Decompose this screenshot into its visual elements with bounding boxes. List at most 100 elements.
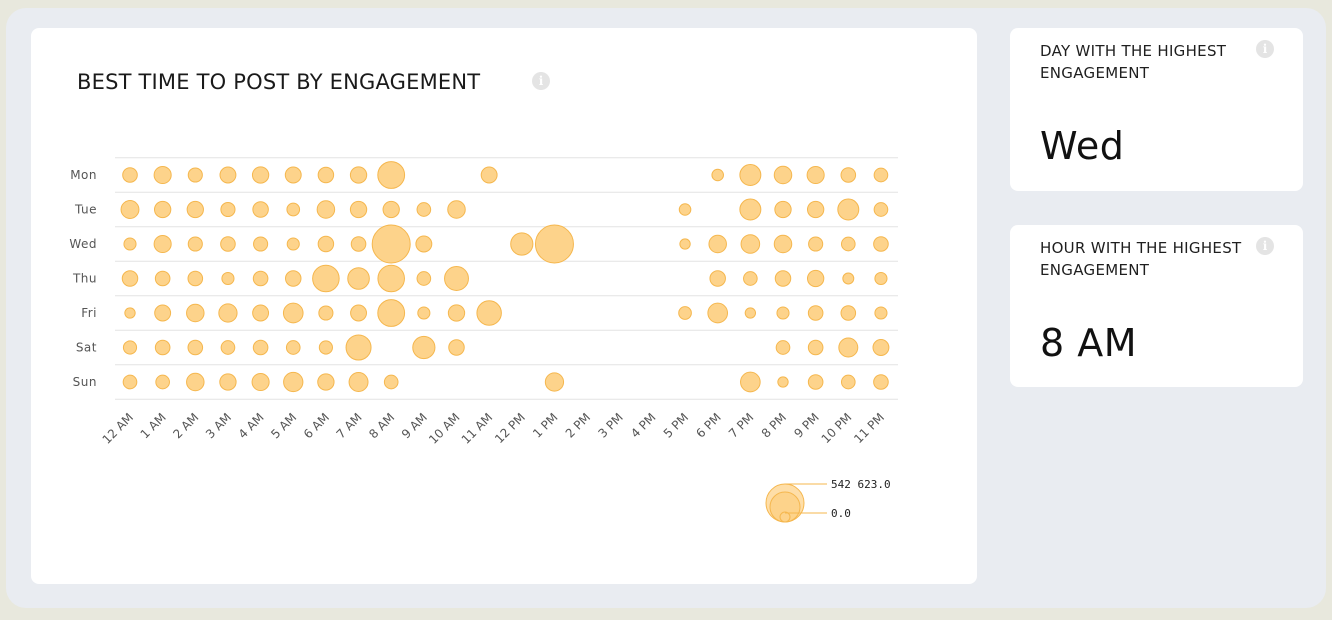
bubble <box>447 304 466 322</box>
bubble <box>448 339 465 356</box>
x-tick-label: 7 PM <box>726 410 756 440</box>
x-tick-label: 11 PM <box>851 410 887 446</box>
bubble <box>708 234 727 254</box>
x-tick-label: 8 PM <box>759 410 789 440</box>
bubble <box>187 339 204 356</box>
bubble <box>447 200 466 219</box>
y-tick-label: Fri <box>81 306 97 320</box>
bubble <box>153 200 172 219</box>
bubble <box>348 372 369 392</box>
bubble <box>221 271 235 286</box>
chart-title: BEST TIME TO POST BY ENGAGEMENT <box>77 70 481 94</box>
x-tick-label: 8 AM <box>366 410 397 441</box>
bubble <box>740 234 761 254</box>
info-icon[interactable]: i <box>1256 237 1274 255</box>
bubble <box>679 238 691 250</box>
x-tick-label: 10 AM <box>426 410 463 447</box>
bubble <box>253 236 269 252</box>
bubble <box>350 236 367 252</box>
bubble <box>808 236 824 252</box>
bubble <box>773 165 793 185</box>
engagement-chart-card: BEST TIME TO POST BY ENGAGEMENT i <box>31 28 977 584</box>
bubble <box>873 167 889 183</box>
x-tick-label: 4 PM <box>628 410 658 440</box>
bubble <box>534 224 574 264</box>
x-tick-label: 5 PM <box>661 410 691 440</box>
bubble <box>350 304 367 322</box>
bubble <box>312 264 340 293</box>
x-tick-label: 11 AM <box>459 410 496 447</box>
bubble <box>807 305 824 321</box>
bubble <box>480 166 498 184</box>
bubble <box>873 374 889 390</box>
bubble <box>220 201 236 218</box>
x-tick-label: 6 PM <box>693 410 723 440</box>
bubble <box>806 269 825 288</box>
bubble <box>252 339 269 356</box>
bubble <box>743 271 758 286</box>
bubble <box>371 224 411 264</box>
y-tick-label: Thu <box>72 272 97 286</box>
x-tick-label: 3 AM <box>203 410 234 441</box>
bubble <box>838 337 859 358</box>
x-tick-label: 6 AM <box>301 410 332 441</box>
bubble <box>317 235 335 253</box>
bubble <box>317 373 335 391</box>
bubble <box>744 307 757 319</box>
bubble <box>120 200 140 219</box>
bubble <box>122 340 138 355</box>
bubble <box>476 300 502 326</box>
x-tick-label: 1 AM <box>138 410 169 441</box>
bubble <box>709 270 726 287</box>
bubble <box>186 303 205 323</box>
x-tick-label: 12 PM <box>492 410 528 446</box>
bubble <box>417 306 431 320</box>
y-tick-label: Mon <box>70 168 97 182</box>
stat-day-title: DAY WITH THE HIGHEST ENGAGEMENT <box>1040 42 1227 82</box>
bubble <box>840 236 856 252</box>
bubble <box>840 374 856 390</box>
bubble <box>774 270 792 287</box>
bubble <box>776 306 790 320</box>
bubble <box>122 167 138 183</box>
info-icon[interactable]: i <box>1256 40 1274 58</box>
bubble <box>807 374 824 390</box>
bubble <box>187 270 204 287</box>
stat-hour-title: HOUR WITH THE HIGHEST ENGAGEMENT <box>1040 239 1242 279</box>
bubble <box>219 166 237 184</box>
x-tick-label: 3 PM <box>595 410 625 440</box>
bubble <box>154 270 171 287</box>
x-tick-label: 9 PM <box>791 410 821 440</box>
bubble <box>415 235 433 253</box>
bubble <box>317 166 335 184</box>
bubble <box>187 236 203 252</box>
bubble <box>316 200 336 219</box>
info-icon[interactable]: i <box>532 72 550 90</box>
bubble <box>318 340 333 355</box>
bubble <box>349 166 368 184</box>
bubble <box>510 232 534 256</box>
bubble <box>251 166 270 184</box>
bubble <box>121 270 139 287</box>
bubble <box>774 200 792 219</box>
x-tick-label: 5 AM <box>268 410 299 441</box>
bubble <box>286 237 300 251</box>
x-tick-label: 10 PM <box>819 410 855 446</box>
stat-day-value: Wed <box>1040 124 1125 168</box>
bubble <box>186 200 204 219</box>
bubble <box>806 200 825 219</box>
y-tick-label: Wed <box>69 237 97 251</box>
bubble <box>220 236 236 252</box>
bubble <box>155 374 170 390</box>
x-tick-label: 1 PM <box>530 410 560 440</box>
x-tick-label: 2 AM <box>170 410 201 441</box>
x-tick-label: 12 AM <box>100 410 137 447</box>
bubble <box>416 202 432 217</box>
bubble <box>285 340 301 355</box>
bubble <box>773 234 793 254</box>
bubble <box>806 165 825 185</box>
bubble <box>739 198 762 221</box>
bubble <box>777 376 789 388</box>
bubble <box>416 271 432 286</box>
y-tick-label: Tue <box>74 203 97 217</box>
